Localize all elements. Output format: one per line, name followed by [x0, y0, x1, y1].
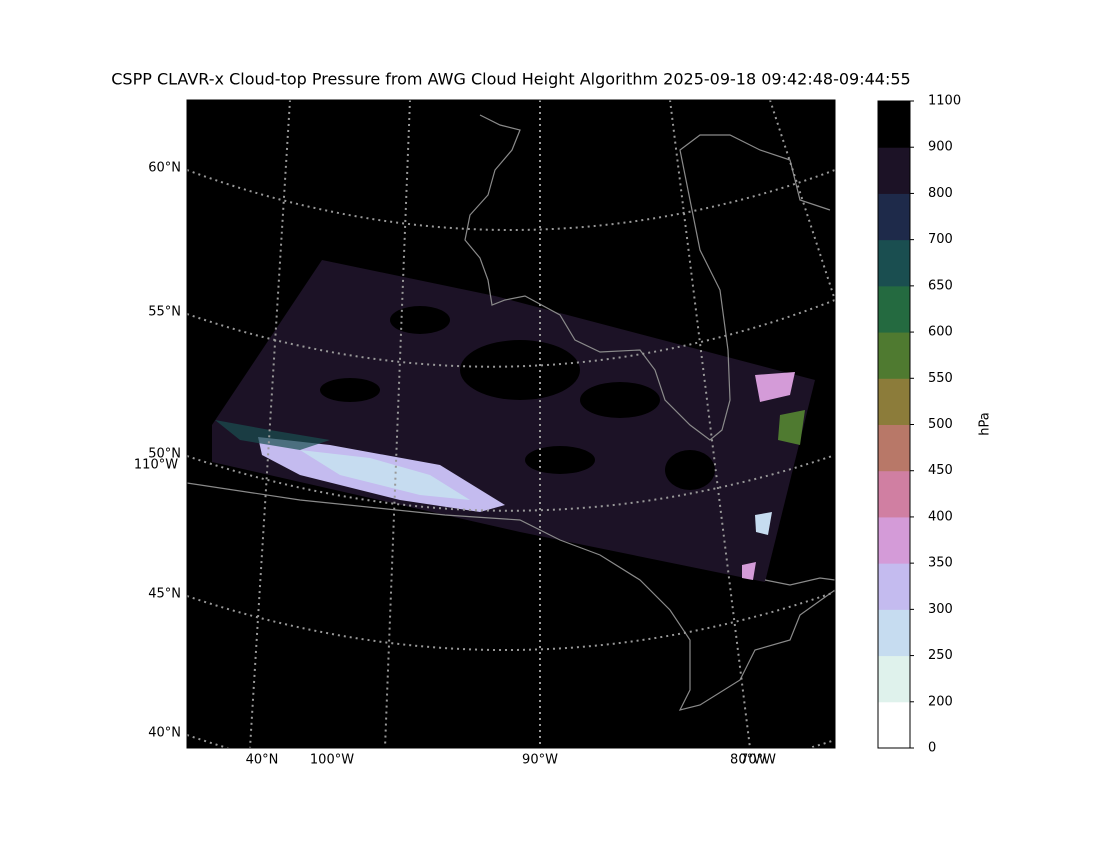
colorbar-segment [878, 193, 910, 241]
colorbar-segment [878, 332, 910, 379]
colorbar-segment [878, 563, 910, 610]
colorbar-tick-label: 200 [928, 694, 953, 709]
colorbar-segment [878, 424, 910, 472]
clear-areas [320, 306, 715, 490]
swath [212, 260, 815, 582]
colorbar-segment [878, 285, 910, 333]
coastlines [187, 114, 835, 711]
graticule [187, 100, 835, 748]
colorbar-segment [878, 655, 910, 703]
cloud-patches [215, 372, 805, 580]
colorbar-tick-label: 500 [928, 417, 953, 432]
colorbar-tick-label: 900 [928, 140, 953, 155]
colorbar-tick-label: 800 [928, 186, 953, 201]
map-frame [186, 99, 836, 749]
colorbar-segment [878, 470, 910, 518]
colorbar-tick-label: 650 [928, 278, 953, 293]
colorbar-segment [878, 701, 910, 749]
lon-label: 40°N [246, 753, 279, 768]
map [187, 100, 835, 748]
colorbar-tick-label: 0 [928, 741, 936, 756]
lat-label: 60°N [148, 161, 181, 176]
lon-label: 100°W [310, 753, 354, 768]
lat-label: 50°N [148, 447, 181, 462]
colorbar-tick-label: 250 [928, 648, 953, 663]
colorbar-tick-label: 300 [928, 602, 953, 617]
colorbar: 0 200 250 300 350 400 450 500 550 600 650 700 800 900… [877, 94, 961, 756]
colorbar-tick-label: 700 [928, 232, 953, 247]
colorbar-tick-label: 1100 [928, 94, 961, 109]
lon-label: 90°W [522, 753, 558, 768]
lat-label: 55°N [148, 305, 181, 320]
lon-label: 80°W [730, 753, 766, 768]
map-labels: 60°N 55°N 50°N 45°N 40°N 110°W 40°N 100°W 90°W 80… [134, 161, 776, 768]
lat-label: 45°N [148, 587, 181, 602]
colorbar-tick-label: 450 [928, 463, 953, 478]
colorbar-tick-label: 400 [928, 509, 953, 524]
colorbar-segment [878, 378, 910, 425]
colorbar-segment [878, 101, 910, 148]
lat-label: 40°N [148, 726, 181, 741]
colorbar-segment [878, 239, 910, 287]
colorbar-tick-label: 550 [928, 371, 953, 386]
lon-label: 70°W [740, 753, 776, 768]
colorbar-tick-label: 350 [928, 556, 953, 571]
colorbar-tick-label: 600 [928, 325, 953, 340]
colorbar-segment [878, 147, 910, 194]
lon-label: 110°W [134, 458, 178, 473]
colorbar-label: hPa [978, 412, 993, 435]
colorbar-segment [878, 516, 910, 564]
colorbar-segment [878, 609, 910, 657]
title: CSPP CLAVR-x Cloud-top Pressure from AWG… [111, 70, 910, 89]
